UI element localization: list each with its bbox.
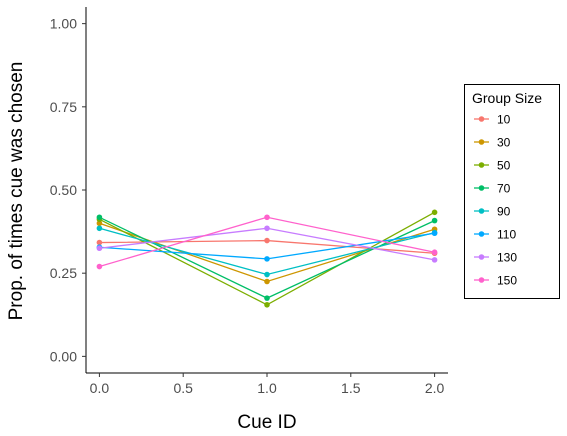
legend-label: 70 bbox=[497, 182, 511, 196]
legend-key-point bbox=[478, 116, 485, 122]
data-point-10 bbox=[264, 237, 270, 244]
data-point-130 bbox=[264, 225, 270, 232]
legend-label: 10 bbox=[497, 113, 511, 127]
data-point-70 bbox=[264, 295, 270, 301]
data-point-70 bbox=[96, 214, 103, 221]
legend-key-point bbox=[478, 208, 485, 214]
data-point-130 bbox=[431, 257, 438, 263]
data-point-130 bbox=[96, 245, 103, 252]
y-tick-label: 0.00 bbox=[50, 348, 77, 364]
legend-label: 110 bbox=[497, 228, 516, 242]
legend-key-point bbox=[478, 254, 485, 260]
x-tick-label: 2.0 bbox=[425, 380, 445, 396]
y-tick-label: 0.75 bbox=[50, 99, 77, 115]
data-point-10 bbox=[96, 239, 103, 246]
legend-label: 50 bbox=[497, 159, 511, 173]
data-point-50 bbox=[431, 209, 438, 216]
data-point-70 bbox=[431, 217, 438, 224]
legend-key-point bbox=[478, 162, 485, 168]
legend-label: 150 bbox=[497, 274, 517, 288]
x-axis-title: Cue ID bbox=[237, 412, 296, 433]
x-tick-label: 1.0 bbox=[257, 380, 277, 396]
data-point-110 bbox=[264, 256, 270, 262]
x-axis-ticks: 0.0 0.5 1.0 1.5 2.0 bbox=[90, 373, 445, 396]
legend-key-point bbox=[478, 185, 485, 191]
legend-label: 30 bbox=[497, 136, 511, 150]
legend-key-point bbox=[478, 231, 485, 237]
data-point-150 bbox=[96, 263, 103, 270]
x-tick-label: 1.5 bbox=[341, 380, 361, 396]
legend-box bbox=[464, 84, 560, 299]
plot-points bbox=[96, 209, 438, 308]
data-point-50 bbox=[264, 301, 270, 308]
y-tick-label: 0.25 bbox=[50, 265, 77, 281]
legend-key-point bbox=[478, 139, 485, 145]
legend-label: 90 bbox=[497, 205, 511, 219]
data-point-150 bbox=[264, 214, 270, 221]
y-tick-label: 1.00 bbox=[50, 16, 77, 32]
data-point-150 bbox=[431, 249, 438, 256]
data-point-30 bbox=[96, 220, 103, 227]
y-axis-title: Prop. of times cue was chosen bbox=[6, 62, 27, 321]
y-axis-ticks: 0.00 0.25 0.50 0.75 1.00 bbox=[50, 16, 86, 364]
x-tick-label: 0.0 bbox=[90, 380, 110, 396]
data-point-90 bbox=[96, 225, 103, 232]
data-point-90 bbox=[264, 271, 270, 278]
legend-label: 130 bbox=[497, 251, 517, 265]
legend: Group Size 10 30 50 70 90 110 130 150 bbox=[464, 84, 560, 299]
legend-items: 10 30 50 70 90 110 130 150 bbox=[474, 113, 517, 288]
y-tick-label: 0.50 bbox=[50, 182, 77, 198]
series-line-110 bbox=[99, 232, 435, 260]
data-point-110 bbox=[431, 230, 438, 237]
x-tick-label: 0.5 bbox=[173, 380, 193, 396]
legend-title: Group Size bbox=[472, 90, 542, 106]
data-point-30 bbox=[264, 278, 270, 285]
legend-key-point bbox=[478, 277, 485, 283]
